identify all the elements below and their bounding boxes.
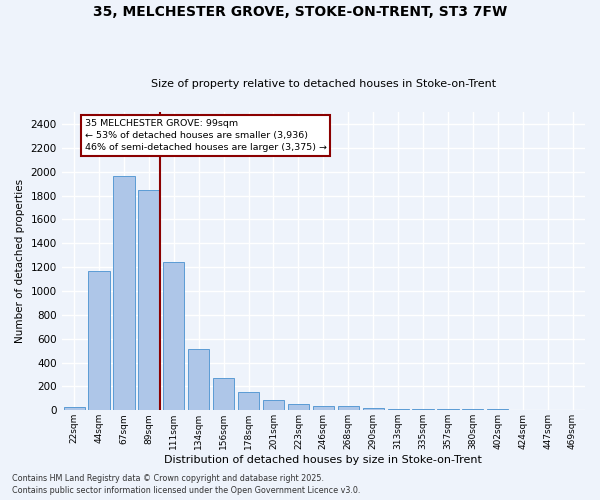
Bar <box>437 409 458 410</box>
Title: Size of property relative to detached houses in Stoke-on-Trent: Size of property relative to detached ho… <box>151 79 496 89</box>
Bar <box>113 176 134 410</box>
Bar <box>388 408 409 410</box>
X-axis label: Distribution of detached houses by size in Stoke-on-Trent: Distribution of detached houses by size … <box>164 455 482 465</box>
Text: Contains HM Land Registry data © Crown copyright and database right 2025.
Contai: Contains HM Land Registry data © Crown c… <box>12 474 361 495</box>
Bar <box>163 262 184 410</box>
Y-axis label: Number of detached properties: Number of detached properties <box>15 179 25 343</box>
Bar <box>263 400 284 410</box>
Bar <box>88 270 110 410</box>
Bar <box>462 409 484 410</box>
Bar <box>338 406 359 410</box>
Bar <box>64 407 85 410</box>
Bar <box>362 408 384 410</box>
Text: 35 MELCHESTER GROVE: 99sqm
← 53% of detached houses are smaller (3,936)
46% of s: 35 MELCHESTER GROVE: 99sqm ← 53% of deta… <box>85 119 326 152</box>
Bar <box>188 349 209 410</box>
Bar <box>138 190 160 410</box>
Bar <box>412 408 434 410</box>
Text: 35, MELCHESTER GROVE, STOKE-ON-TRENT, ST3 7FW: 35, MELCHESTER GROVE, STOKE-ON-TRENT, ST… <box>93 5 507 19</box>
Bar <box>288 404 309 410</box>
Bar <box>238 392 259 410</box>
Bar <box>213 378 234 410</box>
Bar <box>313 406 334 410</box>
